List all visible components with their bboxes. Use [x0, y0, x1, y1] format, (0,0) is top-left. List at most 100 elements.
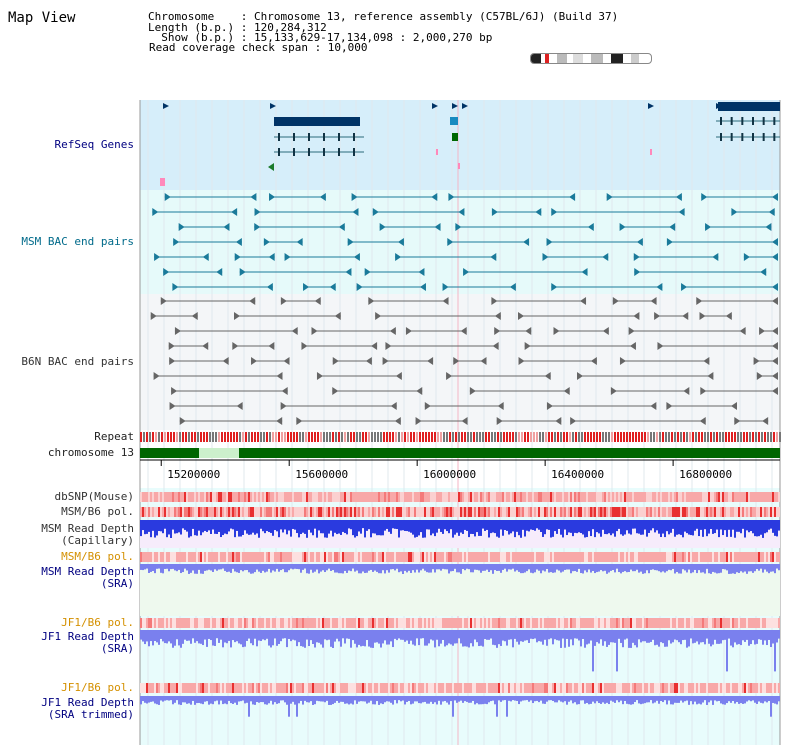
msm-b6-pol-mark	[274, 507, 276, 517]
msm-read-depth-sra-bar	[326, 564, 328, 571]
repeat-mark	[620, 432, 622, 442]
msm-read-depth-sra-bar	[516, 564, 518, 571]
jf1-read-depth-sra-bar	[672, 630, 674, 643]
track-label-jf1-read-depth-trimmed[interactable]: JF1 Read Depth (SRA trimmed)	[41, 696, 134, 721]
msm-bac-pair-end-icon	[678, 208, 685, 216]
jf1-read-depth-sra-bar	[676, 630, 678, 641]
jf1-b6-pol-2-mark	[584, 683, 586, 693]
track-label-jf1-b6-pol-2[interactable]: JF1/B6 pol.	[61, 681, 134, 694]
msm-read-depth-capillary-bar	[476, 520, 478, 533]
jf1-b6-pol-2-mark	[728, 683, 730, 693]
jf1-read-depth-trimmed-bar	[644, 696, 646, 704]
info-length: Length (b.p.) : 120,284,312	[148, 21, 327, 34]
msm-read-depth-sra-bar	[176, 564, 178, 572]
track-label-dbsnp[interactable]: dbSNP(Mouse)	[54, 490, 134, 503]
track-label-msm-read-depth-capillary[interactable]: MSM Read Depth (Capillary)	[41, 522, 134, 547]
msm-read-depth-capillary-bar	[320, 520, 322, 534]
msm-b6-pol-mark	[432, 507, 434, 517]
dbsnp-mark	[358, 492, 360, 502]
dbsnp-mark	[234, 492, 236, 502]
msm-b6-pol-mark	[330, 507, 332, 517]
msm-bac-pair-end-icon	[619, 223, 626, 231]
jf1-read-depth-trimmed-bar	[352, 696, 354, 705]
jf1-read-depth-trimmed-bar	[378, 696, 380, 705]
msm-read-depth-sra-bar	[706, 564, 708, 569]
jf1-b6-pol-mark	[276, 618, 278, 628]
msm-b6-pol-mark	[162, 507, 164, 517]
jf1-read-depth-trimmed-bar	[232, 696, 234, 704]
jf1-read-depth-trimmed-bar	[226, 696, 228, 705]
jf1-b6-pol-2-mark	[608, 683, 610, 693]
track-label-msm-b6-pol-1[interactable]: MSM/B6 pol.	[61, 505, 134, 518]
track-label-jf1-b6-pol-1[interactable]: JF1/B6 pol.	[61, 616, 134, 629]
dbsnp-mark	[376, 492, 378, 502]
jf1-b6-pol-mark	[196, 618, 198, 628]
jf1-read-depth-sra-bar	[334, 630, 336, 642]
msm-b6-pol-2-mark	[362, 552, 364, 562]
jf1-b6-pol-2-mark	[196, 683, 198, 693]
msm-read-depth-capillary-bar	[490, 520, 492, 534]
track-label-jf1-read-depth-sra[interactable]: JF1 Read Depth (SRA)	[41, 630, 134, 655]
repeat-mark	[170, 432, 172, 442]
msm-read-depth-sra-bar	[456, 564, 458, 573]
msm-b6-pol-mark	[640, 507, 642, 517]
jf1-b6-pol-2-mark	[312, 683, 314, 693]
msm-b6-pol-2-mark	[472, 552, 474, 562]
jf1-b6-pol-2-mark	[278, 683, 280, 693]
msm-b6-pol-2-mark	[366, 552, 368, 562]
dbsnp-mark	[156, 492, 158, 502]
dbsnp-mark	[776, 492, 778, 502]
repeat-mark	[560, 432, 562, 442]
repeat-mark	[392, 432, 394, 442]
msm-b6-pol-mark	[412, 507, 414, 517]
msm-b6-pol-2-mark	[546, 552, 548, 562]
jf1-read-depth-sra-bar	[534, 630, 536, 639]
msm-read-depth-capillary-bar	[238, 520, 240, 537]
jf1-b6-pol-mark	[526, 618, 528, 628]
msm-read-depth-capillary-bar	[346, 520, 348, 535]
dbsnp-mark	[670, 492, 672, 502]
jf1-b6-pol-mark	[758, 618, 760, 628]
jf1-b6-pol-mark	[384, 618, 386, 628]
dbsnp-mark	[712, 492, 714, 502]
track-label-msm-bac[interactable]: MSM BAC end pairs	[21, 235, 134, 248]
dbsnp-mark	[182, 492, 184, 502]
track-label-msm-b6-pol-2[interactable]: MSM/B6 pol.	[61, 550, 134, 563]
jf1-read-depth-trimmed-bar	[478, 696, 480, 705]
dbsnp-mark	[266, 492, 268, 502]
axis-tick-label: 15200000	[167, 468, 221, 481]
dbsnp-mark	[404, 492, 406, 502]
jf1-b6-pol-2-mark	[260, 683, 262, 693]
chromosome-ideogram[interactable]	[530, 53, 652, 64]
msm-read-depth-capillary-bar	[636, 520, 638, 534]
dbsnp-mark	[262, 492, 264, 502]
msm-b6-pol-2-mark	[680, 552, 682, 562]
msm-read-depth-sra-bar	[398, 564, 400, 573]
dbsnp-mark	[742, 492, 744, 502]
msm-read-depth-capillary-bar	[472, 520, 474, 534]
msm-read-depth-capillary-bar	[526, 520, 528, 531]
jf1-b6-pol-2-mark	[298, 683, 300, 693]
jf1-read-depth-sra-bar	[198, 630, 200, 644]
jf1-read-depth-sra-bar	[190, 630, 192, 644]
jf1-b6-pol-mark	[156, 618, 158, 628]
jf1-read-depth-sra-bar	[568, 630, 570, 647]
msm-read-depth-sra-bar	[282, 564, 284, 570]
track-label-b6n-bac[interactable]: B6N BAC end pairs	[21, 355, 134, 368]
track-label-msm-read-depth-sra[interactable]: MSM Read Depth (SRA)	[41, 565, 134, 590]
msm-b6-pol-mark	[242, 507, 244, 517]
msm-read-depth-capillary-bar	[554, 520, 556, 532]
jf1-read-depth-sra-bar	[710, 630, 712, 647]
msm-b6-pol-mark	[228, 507, 230, 517]
track-label-refseq-genes[interactable]: RefSeq Genes	[54, 138, 134, 151]
dbsnp-mark	[724, 492, 726, 502]
msm-read-depth-capillary-bar	[170, 520, 172, 538]
dbsnp-mark	[578, 492, 580, 502]
jf1-b6-pol-2-mark	[726, 683, 728, 693]
jf1-b6-pol-mark	[668, 618, 670, 628]
msm-read-depth-sra-bar	[648, 564, 650, 574]
gene-arrow-icon	[270, 103, 276, 109]
msm-b6-pol-2-mark	[758, 552, 760, 562]
msm-b6-pol-2-mark	[296, 552, 298, 562]
